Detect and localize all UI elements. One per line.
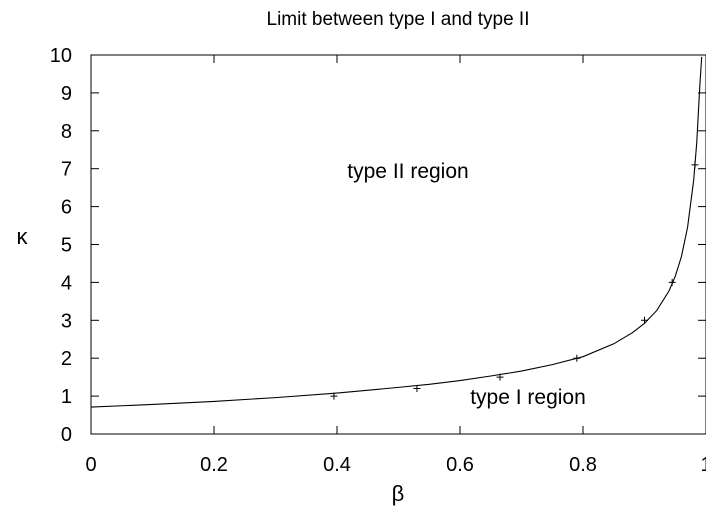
plot-frame [90, 54, 706, 435]
annotation-type-i: type I region [470, 386, 586, 409]
y-tick-label: 2 [61, 348, 72, 370]
data-point-marker [641, 316, 648, 324]
y-tick-label: 0 [61, 424, 72, 446]
data-point-marker [413, 385, 421, 393]
y-tick-label: 10 [50, 45, 72, 67]
chart-title: Limit between type I and type II [267, 9, 530, 30]
data-point-marker [573, 354, 581, 362]
x-tick-label: 0 [85, 454, 96, 476]
y-tick-label: 7 [61, 159, 72, 181]
y-tick-label: 5 [61, 235, 72, 257]
boundary-curve-line [90, 56, 703, 408]
data-point-marker [668, 278, 676, 286]
x-axis-label: β [392, 481, 405, 506]
y-tick-label: 1 [61, 386, 72, 408]
data-point-marker [691, 161, 699, 169]
series-layer [90, 56, 703, 408]
y-tick-label: 9 [61, 83, 72, 105]
data-point-marker [496, 373, 504, 381]
x-tick-label: 0.6 [446, 454, 474, 476]
x-tick-label: 0.8 [569, 454, 597, 476]
y-tick-label: 3 [61, 310, 72, 332]
annotation-type-ii: type II region [347, 160, 468, 183]
y-tick-label: 8 [61, 121, 72, 143]
x-tick-label: 0.2 [200, 454, 228, 476]
y-axis-label: κ [17, 224, 29, 249]
x-tick-label: 1 [700, 454, 706, 476]
axis-ticks: 00.20.40.60.81012345678910 [50, 45, 706, 476]
x-tick-label: 0.4 [323, 454, 351, 476]
data-point-marker [330, 392, 338, 400]
y-tick-label: 4 [61, 272, 72, 294]
y-tick-label: 6 [61, 197, 72, 219]
